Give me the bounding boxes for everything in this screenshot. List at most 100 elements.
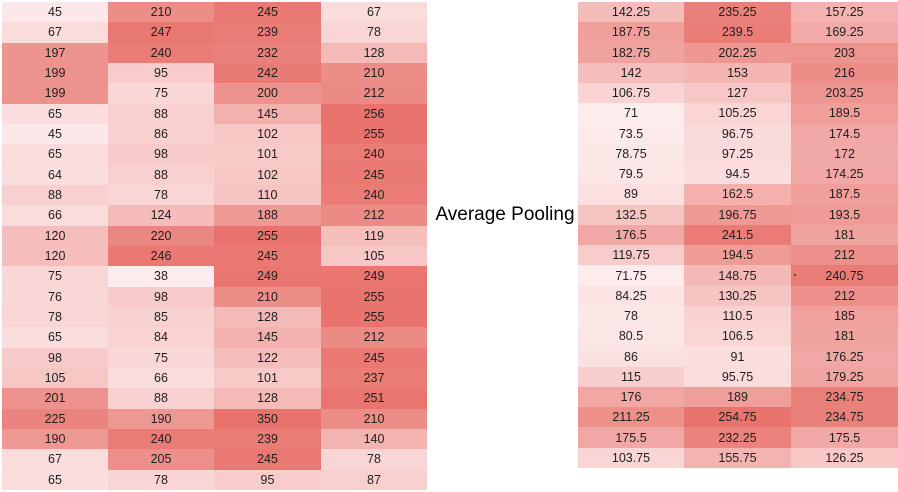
output-cell-r13-c1: 148.75 bbox=[684, 265, 791, 286]
input-cell-r19-c0: 201 bbox=[2, 388, 108, 409]
input-cell-r9-c3: 240 bbox=[321, 185, 427, 206]
output-cell-r15-c1: 110.5 bbox=[684, 305, 791, 327]
output-cell-r16-c1: 106.5 bbox=[684, 326, 791, 347]
output-cell-r3-c1: 153 bbox=[684, 62, 791, 84]
input-cell-r18-c1: 66 bbox=[108, 368, 214, 389]
input-cell-r5-c1: 88 bbox=[108, 103, 214, 124]
output-cell-r17-c0: 86 bbox=[578, 346, 684, 367]
input-cell-r12-c1: 246 bbox=[108, 246, 214, 267]
output-cell-r19-c1: 189 bbox=[684, 386, 791, 408]
input-cell-r16-c1: 84 bbox=[108, 327, 214, 348]
output-cell-r5-c0: 71 bbox=[578, 103, 684, 124]
output-cell-r9-c0: 89 bbox=[578, 184, 684, 205]
input-cell-r11-c1: 220 bbox=[108, 225, 214, 246]
output-cell-r6-c1: 96.75 bbox=[684, 123, 791, 144]
output-cell-r7-c2: 172 bbox=[791, 143, 898, 165]
input-cell-r7-c1: 98 bbox=[108, 144, 214, 165]
input-cell-r18-c3: 237 bbox=[321, 368, 427, 389]
input-cell-r8-c2: 102 bbox=[214, 164, 321, 185]
input-cell-r22-c1: 205 bbox=[108, 449, 214, 470]
output-cell-r14-c2: 212 bbox=[791, 285, 898, 306]
input-cell-r10-c1: 124 bbox=[108, 205, 214, 226]
input-cell-r7-c3: 240 bbox=[321, 144, 427, 165]
output-cell-r18-c1: 95.75 bbox=[684, 366, 791, 387]
input-cell-r15-c1: 85 bbox=[108, 307, 214, 328]
input-cell-r20-c3: 210 bbox=[321, 408, 427, 429]
input-cell-r3-c2: 242 bbox=[214, 63, 321, 84]
output-cell-r7-c0: 78.75 bbox=[578, 143, 684, 165]
output-cell-r5-c1: 105.25 bbox=[684, 103, 791, 124]
input-cell-r13-c2: 249 bbox=[214, 266, 321, 287]
input-cell-r0-c2: 245 bbox=[214, 2, 321, 23]
input-cell-r21-c1: 240 bbox=[108, 429, 214, 450]
input-cell-r22-c0: 67 bbox=[2, 449, 108, 470]
input-cell-r6-c2: 102 bbox=[214, 124, 321, 145]
input-cell-r23-c2: 95 bbox=[214, 469, 321, 490]
input-cell-r7-c2: 101 bbox=[214, 144, 321, 165]
input-cell-r17-c1: 75 bbox=[108, 347, 214, 368]
output-cell-r17-c1: 91 bbox=[684, 346, 791, 367]
input-cell-r19-c1: 88 bbox=[108, 388, 214, 409]
output-cell-r11-c2: 181 bbox=[791, 224, 898, 246]
input-cell-r0-c3: 67 bbox=[321, 2, 427, 23]
output-cell-r21-c0: 175.5 bbox=[578, 427, 684, 448]
output-cell-r0-c0: 142.25 bbox=[578, 2, 684, 23]
input-cell-r2-c1: 240 bbox=[108, 42, 214, 63]
input-cell-r22-c2: 245 bbox=[214, 449, 321, 470]
input-cell-r10-c0: 66 bbox=[2, 205, 108, 226]
input-cell-r20-c2: 350 bbox=[214, 408, 321, 429]
output-cell-r8-c0: 79.5 bbox=[578, 164, 684, 185]
input-cell-r20-c1: 190 bbox=[108, 408, 214, 429]
input-cell-r1-c1: 247 bbox=[108, 22, 214, 43]
input-cell-r23-c1: 78 bbox=[108, 469, 214, 490]
input-cell-r2-c0: 197 bbox=[2, 42, 108, 63]
output-cell-r15-c2: 185 bbox=[791, 305, 898, 327]
output-cell-r3-c0: 142 bbox=[578, 62, 684, 84]
output-cell-r1-c2: 169.25 bbox=[791, 22, 898, 43]
input-cell-r16-c3: 212 bbox=[321, 327, 427, 348]
input-cell-r10-c3: 212 bbox=[321, 205, 427, 226]
input-cell-r10-c2: 188 bbox=[214, 205, 321, 226]
output-cell-r2-c0: 182.75 bbox=[578, 42, 684, 63]
input-cell-r19-c2: 128 bbox=[214, 388, 321, 409]
input-cell-r9-c1: 78 bbox=[108, 185, 214, 206]
output-cell-r4-c2: 203.25 bbox=[791, 83, 898, 104]
input-cell-r9-c2: 110 bbox=[214, 185, 321, 206]
output-cell-r4-c0: 106.75 bbox=[578, 83, 684, 104]
output-cell-r11-c0: 176.5 bbox=[578, 224, 684, 246]
input-cell-r8-c3: 245 bbox=[321, 164, 427, 185]
input-cell-r14-c2: 210 bbox=[214, 286, 321, 307]
input-cell-r18-c2: 101 bbox=[214, 368, 321, 389]
input-cell-r13-c0: 75 bbox=[2, 266, 108, 287]
output-cell-r12-c1: 194.5 bbox=[684, 245, 791, 266]
input-cell-r0-c1: 210 bbox=[108, 2, 214, 23]
output-matrix: 142.25 235.25 157.25 187.75 239.5 169.25 182.7… bbox=[578, 2, 898, 468]
output-cell-r9-c2: 187.5 bbox=[791, 184, 898, 205]
output-cell-r21-c2: 175.5 bbox=[791, 427, 898, 448]
output-cell-r5-c2: 189.5 bbox=[791, 103, 898, 124]
input-cell-r2-c3: 128 bbox=[321, 42, 427, 63]
output-cell-r8-c1: 94.5 bbox=[684, 164, 791, 185]
input-cell-r14-c3: 255 bbox=[321, 286, 427, 307]
output-cell-r18-c2: 179.25 bbox=[791, 366, 898, 387]
output-cell-r21-c1: 232.25 bbox=[684, 427, 791, 448]
output-cell-r0-c2: 157.25 bbox=[791, 2, 898, 23]
input-cell-r14-c1: 98 bbox=[108, 286, 214, 307]
input-cell-r1-c2: 239 bbox=[214, 22, 321, 43]
input-cell-r7-c0: 65 bbox=[2, 144, 108, 165]
input-cell-r12-c0: 120 bbox=[2, 246, 108, 267]
input-cell-r6-c1: 86 bbox=[108, 124, 214, 145]
output-cell-r20-c0: 211.25 bbox=[578, 407, 684, 428]
output-cell-r19-c2: 234.75 bbox=[791, 386, 898, 408]
input-cell-r4-c0: 199 bbox=[2, 83, 108, 104]
input-cell-r5-c0: 65 bbox=[2, 103, 108, 124]
input-cell-r15-c2: 128 bbox=[214, 307, 321, 328]
input-cell-r14-c0: 76 bbox=[2, 286, 108, 307]
stray-dot bbox=[794, 274, 796, 276]
input-cell-r15-c3: 255 bbox=[321, 307, 427, 328]
input-cell-r6-c0: 45 bbox=[2, 124, 108, 145]
output-cell-r14-c1: 130.25 bbox=[684, 285, 791, 306]
input-cell-r3-c1: 95 bbox=[108, 63, 214, 84]
input-cell-r18-c0: 105 bbox=[2, 368, 108, 389]
output-cell-r7-c1: 97.25 bbox=[684, 143, 791, 165]
